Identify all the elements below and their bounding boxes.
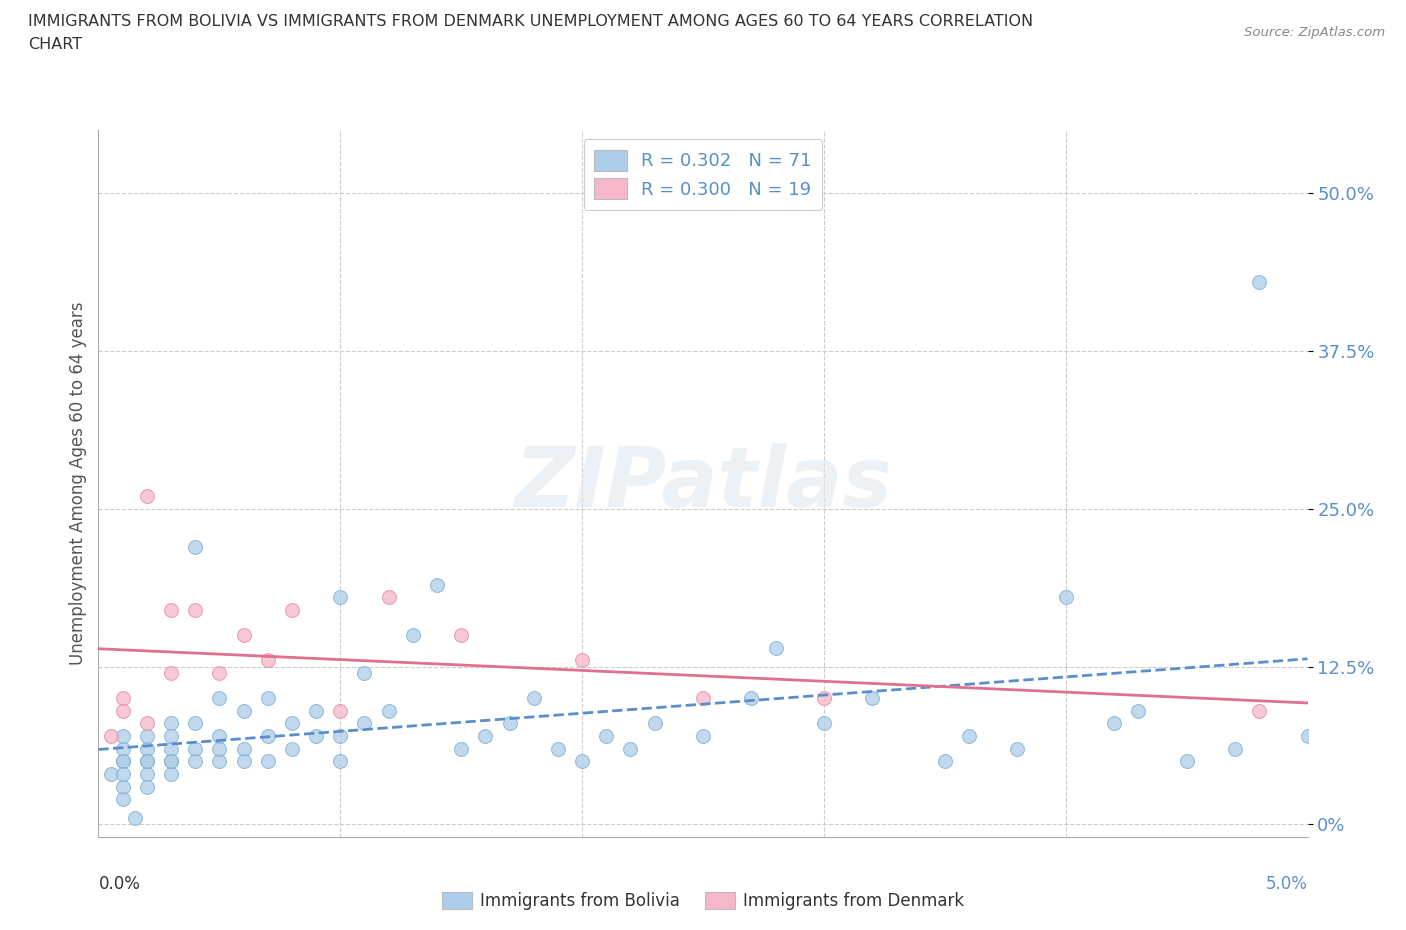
Point <box>450 741 472 756</box>
Point <box>571 653 593 668</box>
Point <box>1249 703 1271 718</box>
Point <box>208 754 231 769</box>
Point <box>160 754 183 769</box>
Point <box>124 811 146 826</box>
Text: 0.0%: 0.0% <box>98 875 141 893</box>
Point <box>523 691 546 706</box>
Point <box>184 539 207 554</box>
Point <box>208 666 231 681</box>
Point <box>100 766 122 781</box>
Point <box>135 754 157 769</box>
Point <box>111 703 134 718</box>
Point <box>377 590 399 604</box>
Point <box>1128 703 1150 718</box>
Point <box>305 728 328 743</box>
Text: IMMIGRANTS FROM BOLIVIA VS IMMIGRANTS FROM DENMARK UNEMPLOYMENT AMONG AGES 60 TO: IMMIGRANTS FROM BOLIVIA VS IMMIGRANTS FR… <box>28 14 1033 29</box>
Text: CHART: CHART <box>28 37 82 52</box>
Point <box>111 691 134 706</box>
Point <box>619 741 641 756</box>
Point <box>692 691 714 706</box>
Point <box>160 741 183 756</box>
Point <box>765 640 787 655</box>
Point <box>813 691 835 706</box>
Point <box>160 666 183 681</box>
Point <box>111 766 134 781</box>
Point <box>329 728 352 743</box>
Point <box>1249 274 1271 289</box>
Point <box>740 691 762 706</box>
Point <box>160 603 183 618</box>
Point <box>111 791 134 806</box>
Point <box>135 741 157 756</box>
Point <box>135 716 157 731</box>
Point <box>1054 590 1077 604</box>
Point <box>1102 716 1125 731</box>
Point <box>256 754 278 769</box>
Point <box>208 691 231 706</box>
Point <box>160 716 183 731</box>
Point <box>305 703 328 718</box>
Point <box>111 779 134 794</box>
Point <box>571 754 593 769</box>
Point <box>160 728 183 743</box>
Point <box>450 628 472 643</box>
Point <box>353 716 375 731</box>
Point <box>135 489 157 504</box>
Point <box>813 716 835 731</box>
Point <box>135 779 157 794</box>
Point <box>1175 754 1198 769</box>
Point <box>111 741 134 756</box>
Point <box>135 728 157 743</box>
Legend: Immigrants from Bolivia, Immigrants from Denmark: Immigrants from Bolivia, Immigrants from… <box>434 885 972 917</box>
Point <box>232 703 254 718</box>
Point <box>860 691 883 706</box>
Point <box>353 666 375 681</box>
Text: ZIPatlas: ZIPatlas <box>515 443 891 525</box>
Point <box>957 728 980 743</box>
Point <box>256 653 278 668</box>
Point <box>426 578 449 592</box>
Point <box>1296 728 1319 743</box>
Point <box>547 741 569 756</box>
Text: Source: ZipAtlas.com: Source: ZipAtlas.com <box>1244 26 1385 39</box>
Point <box>256 691 278 706</box>
Point <box>256 728 278 743</box>
Point <box>377 703 399 718</box>
Point <box>498 716 520 731</box>
Point <box>402 628 425 643</box>
Point <box>208 728 231 743</box>
Point <box>329 590 352 604</box>
Point <box>644 716 666 731</box>
Point <box>111 754 134 769</box>
Point <box>934 754 956 769</box>
Point <box>135 754 157 769</box>
Y-axis label: Unemployment Among Ages 60 to 64 years: Unemployment Among Ages 60 to 64 years <box>69 302 87 665</box>
Point <box>208 741 231 756</box>
Point <box>692 728 714 743</box>
Point <box>232 754 254 769</box>
Point <box>184 754 207 769</box>
Point <box>184 716 207 731</box>
Point <box>100 728 122 743</box>
Point <box>474 728 496 743</box>
Point <box>111 728 134 743</box>
Legend: R = 0.302   N = 71, R = 0.300   N = 19: R = 0.302 N = 71, R = 0.300 N = 19 <box>583 140 823 210</box>
Point <box>232 628 254 643</box>
Point <box>329 703 352 718</box>
Point <box>281 603 304 618</box>
Point <box>184 603 207 618</box>
Point <box>232 741 254 756</box>
Text: 5.0%: 5.0% <box>1265 875 1308 893</box>
Point <box>135 766 157 781</box>
Point <box>160 754 183 769</box>
Point <box>281 741 304 756</box>
Point <box>111 754 134 769</box>
Point <box>1223 741 1246 756</box>
Point <box>329 754 352 769</box>
Point <box>160 766 183 781</box>
Point <box>595 728 617 743</box>
Point <box>1007 741 1029 756</box>
Point <box>281 716 304 731</box>
Point <box>184 741 207 756</box>
